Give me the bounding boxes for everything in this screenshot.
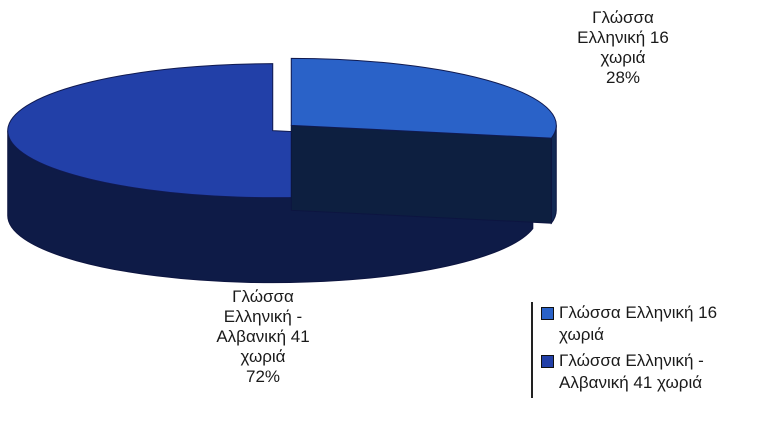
data-label-line: Γλώσσα <box>592 8 654 27</box>
legend-entry: Γλώσσα Ελληνική - Αλβανική 41 χωριά <box>539 350 758 394</box>
data-label-line: Αλβανική 41 <box>216 327 310 346</box>
data-label-line: χωριά <box>600 48 646 67</box>
legend-swatch <box>541 355 554 368</box>
legend-entry: Γλώσσα Ελληνική 16 χωριά <box>539 302 758 346</box>
data-label-slice-1: Γλώσσα Ελληνική - Αλβανική 41 χωριά 72% <box>188 287 338 387</box>
pie-slice-cutface-0 <box>290 124 552 224</box>
legend-label: Γλώσσα Ελληνική - Αλβανική 41 χωριά <box>559 351 704 392</box>
chart-legend: Γλώσσα Ελληνική 16 χωριά Γλώσσα Ελληνική… <box>531 302 758 398</box>
pie-slice-side-0 <box>550 125 557 225</box>
data-label-percent: 72% <box>245 367 281 386</box>
data-label-line: Ελληνική 16 <box>577 28 669 47</box>
data-label-percent: 28% <box>605 68 641 87</box>
data-label-line: χωριά <box>240 347 286 366</box>
data-label-slice-0: Γλώσσα Ελληνική 16 χωριά 28% <box>548 8 698 88</box>
legend-swatch <box>541 307 554 320</box>
legend-label: Γλώσσα Ελληνική 16 χωριά <box>559 303 718 344</box>
data-label-line: Γλώσσα <box>232 287 294 306</box>
data-label-line: Ελληνική - <box>223 307 303 326</box>
pie-slice-0 <box>290 57 557 139</box>
